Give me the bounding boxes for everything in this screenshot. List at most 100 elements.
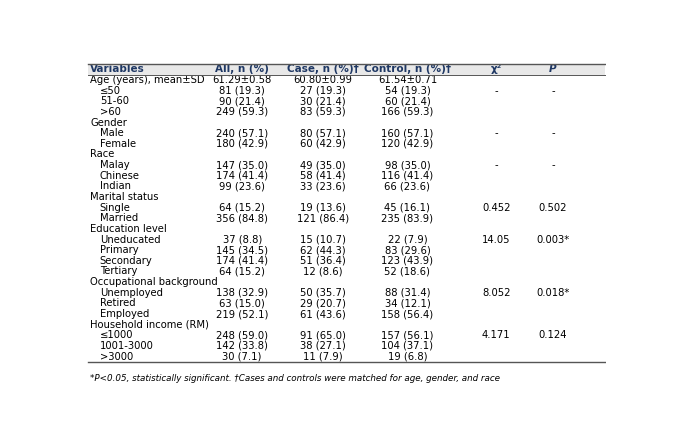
Text: 80 (57.1): 80 (57.1) [300,128,346,138]
Text: Retired: Retired [100,299,135,308]
Text: 11 (7.9): 11 (7.9) [304,352,343,361]
Text: 45 (16.1): 45 (16.1) [384,202,430,213]
Text: 51 (36.4): 51 (36.4) [300,256,346,266]
Text: -: - [551,128,555,138]
Text: 1001-3000: 1001-3000 [100,341,153,351]
Text: Tertiary: Tertiary [100,266,137,276]
Bar [88,149,604,160]
Text: 29 (20.7): 29 (20.7) [300,299,346,308]
Bar [88,192,604,202]
Text: 98 (35.0): 98 (35.0) [384,160,430,170]
Text: 33 (23.6): 33 (23.6) [300,181,346,191]
Bar [88,224,604,234]
Text: 0.124: 0.124 [539,330,567,340]
Text: 4.171: 4.171 [482,330,511,340]
Text: 0.018*: 0.018* [536,288,570,298]
Bar [88,117,604,128]
Text: 99 (23.6): 99 (23.6) [219,181,265,191]
Text: 19 (13.6): 19 (13.6) [300,202,346,213]
Text: 62 (44.3): 62 (44.3) [300,245,346,255]
Bar [88,107,604,117]
Text: 61 (43.6): 61 (43.6) [300,309,346,319]
Text: 27 (19.3): 27 (19.3) [300,85,346,96]
Text: 160 (57.1): 160 (57.1) [382,128,433,138]
Text: 248 (59.0): 248 (59.0) [216,330,268,340]
Bar [88,75,604,85]
Bar [88,256,604,266]
Text: 52 (18.6): 52 (18.6) [384,266,430,276]
Text: 38 (27.1): 38 (27.1) [300,341,346,351]
Text: ≤1000: ≤1000 [100,330,133,340]
Text: Age (years), mean±SD: Age (years), mean±SD [90,75,205,85]
Text: 180 (42.9): 180 (42.9) [216,139,268,149]
Text: ≤50: ≤50 [100,85,120,96]
Text: 91 (65.0): 91 (65.0) [300,330,346,340]
Text: Indian: Indian [100,181,131,191]
Bar [88,213,604,224]
Bar [88,351,604,362]
Text: 22 (7.9): 22 (7.9) [388,234,427,245]
Text: 142 (33.8): 142 (33.8) [216,341,268,351]
Text: 0.003*: 0.003* [536,234,569,245]
Text: 30 (7.1): 30 (7.1) [223,352,262,361]
Text: Household income (RM): Household income (RM) [90,320,209,330]
Text: Male: Male [100,128,124,138]
Text: Single: Single [100,202,131,213]
Text: 66 (23.6): 66 (23.6) [384,181,430,191]
Bar [88,266,604,277]
Text: 49 (35.0): 49 (35.0) [300,160,346,170]
Text: 61.29±0.58: 61.29±0.58 [213,75,272,85]
Text: Race: Race [90,149,115,159]
Text: 51-60: 51-60 [100,96,129,106]
Text: -: - [551,85,555,96]
Text: 60.80±0.99: 60.80±0.99 [293,75,353,85]
Bar [88,96,604,107]
Text: -: - [551,160,555,170]
Text: 83 (59.3): 83 (59.3) [300,107,346,117]
Text: 166 (59.3): 166 (59.3) [382,107,433,117]
Text: 158 (56.4): 158 (56.4) [382,309,433,319]
Bar [88,128,604,139]
Text: 8.052: 8.052 [482,288,511,298]
Text: 0.502: 0.502 [539,202,567,213]
Text: 120 (42.9): 120 (42.9) [382,139,433,149]
Text: Variables: Variables [90,64,145,74]
Text: 174 (41.4): 174 (41.4) [216,171,268,181]
Text: Control, n (%)†: Control, n (%)† [364,64,451,74]
Text: P: P [549,64,557,74]
Text: 90 (21.4): 90 (21.4) [219,96,265,106]
Text: 219 (52.1): 219 (52.1) [216,309,269,319]
Text: Primary: Primary [100,245,139,255]
Text: 88 (31.4): 88 (31.4) [385,288,430,298]
Bar [88,139,604,149]
Bar [88,202,604,213]
Bar [88,319,604,330]
Text: 19 (6.8): 19 (6.8) [388,352,427,361]
Text: Occupational background: Occupational background [90,277,218,287]
Text: 145 (34.5): 145 (34.5) [216,245,268,255]
Text: 123 (43.9): 123 (43.9) [382,256,433,266]
Text: 37 (8.8): 37 (8.8) [223,234,262,245]
Text: 249 (59.3): 249 (59.3) [216,107,269,117]
Text: Married: Married [100,213,138,223]
Text: 14.05: 14.05 [482,234,511,245]
Text: 81 (19.3): 81 (19.3) [219,85,265,96]
Text: >3000: >3000 [100,352,133,361]
Text: 60 (42.9): 60 (42.9) [300,139,346,149]
Text: 64 (15.2): 64 (15.2) [219,266,265,276]
Text: 157 (56.1): 157 (56.1) [381,330,433,340]
Text: 34 (12.1): 34 (12.1) [384,299,430,308]
Bar [88,181,604,192]
Text: -: - [495,128,498,138]
Text: *P<0.05, statistically significant. †Cases and controls were matched for age, ge: *P<0.05, statistically significant. †Cas… [90,374,501,384]
Text: 15 (10.7): 15 (10.7) [300,234,346,245]
Text: 121 (86.4): 121 (86.4) [297,213,349,223]
Text: 356 (84.8): 356 (84.8) [216,213,268,223]
Bar [88,341,604,351]
Text: Female: Female [100,139,136,149]
Bar [88,245,604,256]
Text: Gender: Gender [90,117,127,128]
Text: Education level: Education level [90,224,167,234]
Text: Secondary: Secondary [100,256,153,266]
Text: 0.452: 0.452 [482,202,511,213]
